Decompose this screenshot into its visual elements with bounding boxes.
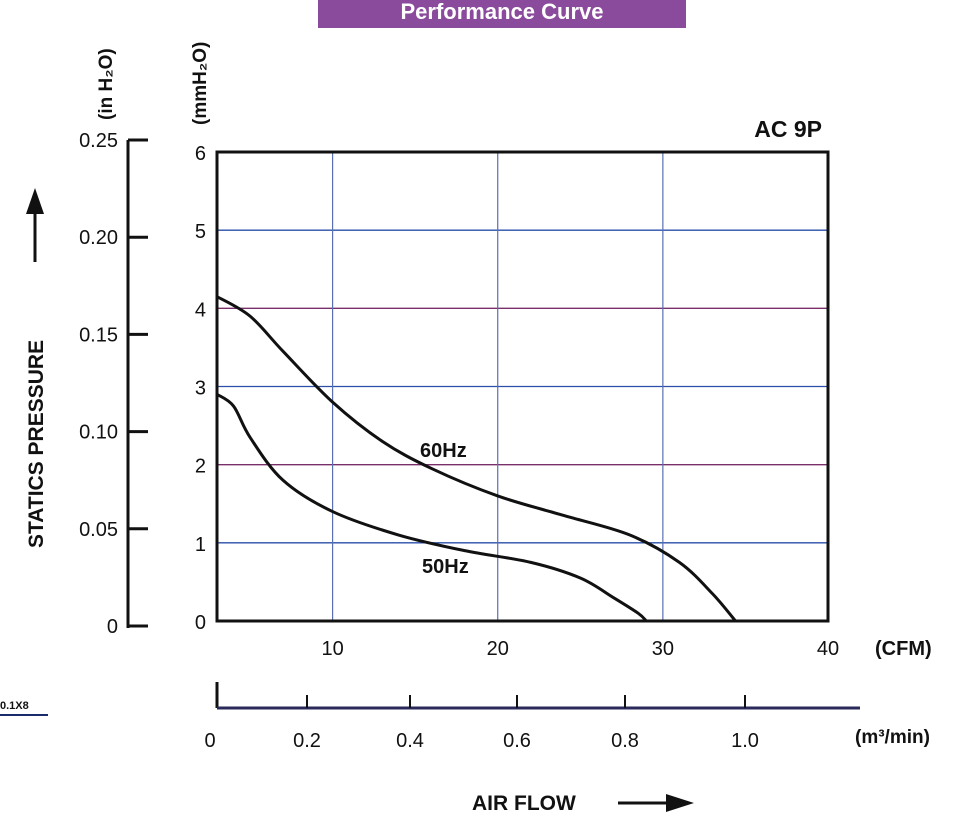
- series-line-50hz: [216, 393, 648, 623]
- secondary-y-tick-label: 0.15: [79, 324, 118, 346]
- secondary-y-unit-label: (in H₂O): [96, 48, 117, 120]
- series-label-50hz: 50Hz: [422, 556, 469, 578]
- y-tick-label: 2: [195, 456, 206, 478]
- secondary-x-tick-label: 0.2: [293, 730, 321, 752]
- x-unit-label: (CFM): [875, 638, 932, 660]
- secondary-x-tick-label: 0.4: [396, 730, 424, 752]
- x-tick-label: 20: [487, 638, 509, 660]
- secondary-y-tick-label: 0.25: [79, 130, 118, 152]
- y-tick-label: 0: [195, 612, 206, 634]
- corner-label: 0.1X8: [0, 700, 48, 716]
- x-axis-title: AIR FLOW: [472, 792, 576, 815]
- secondary-y-tick-label: 0: [107, 616, 118, 638]
- y-tick-label: 5: [195, 221, 206, 243]
- y-axis-arrow-head: [26, 188, 44, 214]
- secondary-x-tick-label: 1.0: [731, 730, 759, 752]
- y-tick-label: 3: [195, 378, 206, 400]
- secondary-y-tick-label: 0.05: [79, 519, 118, 541]
- x-tick-label: 40: [817, 638, 839, 660]
- secondary-x-tick-label: 0: [204, 730, 215, 752]
- chart-header-banner: Performance Curve: [318, 0, 686, 28]
- y-tick-label: 1: [195, 534, 206, 556]
- secondary-x-tick-label: 0.6: [503, 730, 531, 752]
- secondary-y-tick-label: 0.10: [79, 422, 118, 444]
- y-tick-label: 4: [195, 299, 206, 321]
- series-label-60hz: 60Hz: [420, 440, 467, 462]
- x-tick-label: 30: [652, 638, 674, 660]
- secondary-y-tick-label: 0.20: [79, 227, 118, 249]
- x-tick-label: 10: [321, 638, 343, 660]
- y-tick-label: 6: [195, 143, 206, 165]
- secondary-x-unit-label: (m³/min): [855, 727, 930, 748]
- chart-title: AC 9P: [754, 116, 822, 142]
- y-axis-title: STATICS PRESSURE: [25, 340, 48, 548]
- y-unit-label: (mmH₂O): [190, 42, 211, 125]
- plot-frame: [215, 150, 830, 623]
- series-line-60hz: [216, 295, 737, 622]
- x-axis-arrow-head: [666, 794, 694, 812]
- secondary-x-tick-label: 0.8: [611, 730, 639, 752]
